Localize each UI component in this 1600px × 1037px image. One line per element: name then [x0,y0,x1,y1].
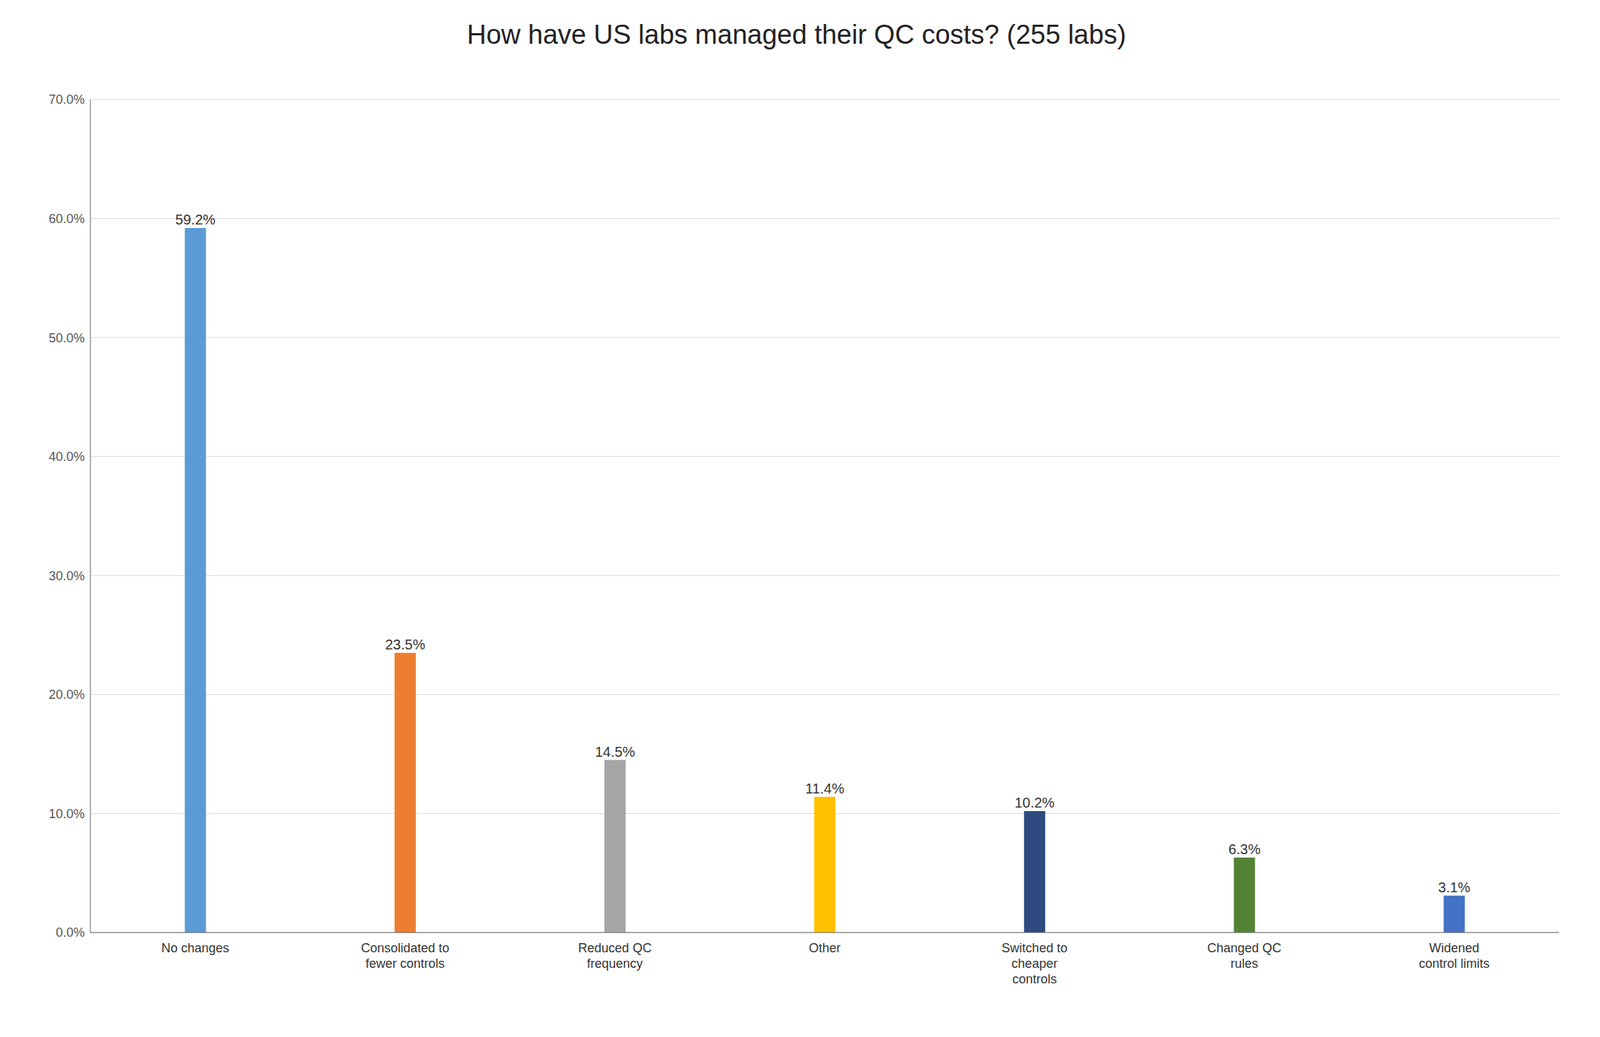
svg-text:11.4%: 11.4% [805,780,845,797]
svg-text:59.2%: 59.2% [175,211,216,228]
svg-text:10.2%: 10.2% [1014,795,1055,811]
svg-text:14.5%: 14.5% [595,744,636,760]
svg-text:Consolidated tofewer controls: Consolidated tofewer controls [360,941,450,971]
svg-text:0.0%: 0.0% [55,925,85,940]
svg-text:40.0%: 40.0% [48,449,85,464]
svg-text:Changed QCrules: Changed QCrules [1207,941,1282,971]
svg-text:23.5%: 23.5% [384,636,426,653]
svg-text:20.0%: 20.0% [48,687,85,702]
svg-text:30.0%: 30.0% [48,569,85,584]
svg-text:No changes: No changes [161,941,230,956]
svg-text:Reduced QCfrequency: Reduced QCfrequency [578,941,652,971]
svg-text:50.0%: 50.0% [48,331,85,346]
svg-text:6.3%: 6.3% [1228,841,1262,858]
svg-text:Other: Other [808,941,841,956]
svg-text:10.0%: 10.0% [48,807,85,822]
svg-text:Switched tocheapercontrols: Switched tocheapercontrols [1001,941,1068,987]
svg-text:3.1%: 3.1% [1438,879,1471,896]
svg-text:60.0%: 60.0% [48,211,85,226]
svg-text:70.0%: 70.0% [48,92,85,107]
html-text:How have US labs managed their: How have US labs managed their QC costs?… [466,19,1127,50]
svg-text:Widenedcontrol limits: Widenedcontrol limits [1418,941,1490,971]
